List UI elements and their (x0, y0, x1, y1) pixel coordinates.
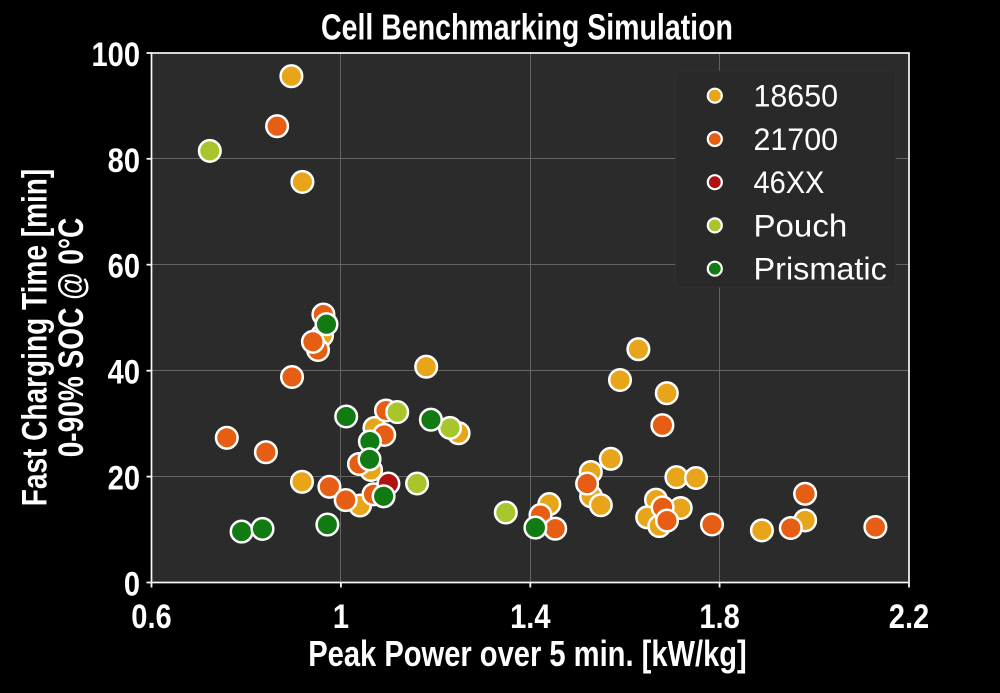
svg-text:18650: 18650 (754, 78, 838, 114)
svg-text:1.4: 1.4 (510, 597, 551, 636)
svg-text:Fast Charging Time [min]: Fast Charging Time [min] (14, 169, 54, 507)
svg-text:100: 100 (92, 35, 140, 74)
svg-text:Peak Power over 5 min. [kW/kg]: Peak Power over 5 min. [kW/kg] (308, 633, 747, 674)
svg-text:0.6: 0.6 (131, 597, 171, 636)
svg-text:40: 40 (108, 353, 140, 392)
svg-text:21700: 21700 (754, 121, 838, 157)
svg-text:46XX: 46XX (754, 166, 825, 200)
svg-text:80: 80 (108, 141, 140, 180)
svg-text:60: 60 (108, 247, 140, 286)
svg-text:1: 1 (333, 597, 349, 636)
svg-text:Pouch: Pouch (754, 208, 848, 243)
svg-text:0-90% SOC @ 0°C: 0-90% SOC @ 0°C (51, 218, 91, 458)
svg-text:1.8: 1.8 (699, 597, 739, 636)
svg-text:0: 0 (124, 564, 140, 603)
svg-text:20: 20 (108, 458, 140, 497)
svg-text:2.2: 2.2 (889, 597, 929, 636)
svg-text:Prismatic: Prismatic (754, 251, 887, 286)
svg-text:Cell Benchmarking Simulation: Cell Benchmarking Simulation (321, 7, 733, 47)
